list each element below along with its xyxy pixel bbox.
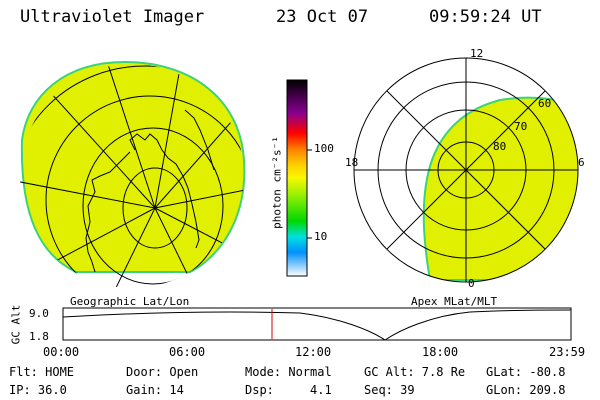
altitude-plot-frame: [62, 307, 572, 341]
geographic-aurora-disk: [20, 60, 246, 273]
colorbar-tick-10: 10: [314, 230, 328, 243]
colorbar-tick-100: 100: [314, 142, 334, 155]
altitude-xtick-0000: 00:00: [43, 345, 80, 359]
right-panel-label: Apex MLat/MLT: [411, 295, 498, 308]
altitude-curve: [62, 309, 572, 341]
geographic-image: [20, 60, 246, 288]
mlat-label-70: 70: [514, 120, 528, 133]
altitude-xtick-2359: 23:59: [549, 345, 586, 359]
altitude-ytick-1.8: 1.8: [29, 330, 49, 343]
instrument-title: Ultraviolet Imager: [20, 7, 205, 27]
mlt-label-12: 12: [470, 47, 484, 60]
mlat-label-80: 80: [493, 140, 507, 153]
info-seq: Seq: 39: [364, 383, 415, 397]
image-time: 09:59:24 UT: [429, 7, 542, 27]
altitude-y-label: GC Alt: [9, 304, 23, 345]
altitude-xtick-1800: 18:00: [422, 345, 459, 359]
info-door: Door: Open: [126, 365, 199, 379]
altitude-xtick-0600: 06:00: [169, 345, 206, 359]
mlt-label-6: 6: [578, 156, 585, 169]
info-gc-alt: GC Alt: 7.8 Re: [364, 365, 466, 379]
info-ip: IP: 36.0: [9, 383, 67, 397]
coastline-east: [184, 109, 215, 171]
info-glat: GLat: -80.8: [486, 365, 566, 379]
apex-grid: [353, 57, 579, 283]
info-mode: Mode: Normal: [245, 365, 332, 379]
mlat-label-60: 60: [538, 97, 552, 110]
info-dsp: Dsp: 4.1: [245, 383, 332, 397]
info-flt: Flt: HOME: [9, 365, 75, 379]
colorbar-unit-label: photon cm⁻²s⁻¹: [270, 136, 284, 229]
apex-image: [353, 57, 579, 283]
colorbar-ticks: [307, 149, 312, 239]
image-date: 23 Oct 07: [276, 7, 369, 27]
info-glon: GLon: 209.8: [486, 383, 566, 397]
info-gain: Gain: 14: [126, 383, 184, 397]
mlt-label-0: 0: [468, 277, 475, 290]
left-panel-label: Geographic Lat/Lon: [70, 295, 190, 308]
colorbar: [286, 79, 308, 277]
apex-aurora-region: [422, 96, 578, 281]
altitude-ytick-9: 9.0: [29, 307, 49, 320]
mlt-label-18: 18: [345, 156, 359, 169]
altitude-xtick-1200: 12:00: [295, 345, 332, 359]
coastline: [85, 133, 200, 273]
